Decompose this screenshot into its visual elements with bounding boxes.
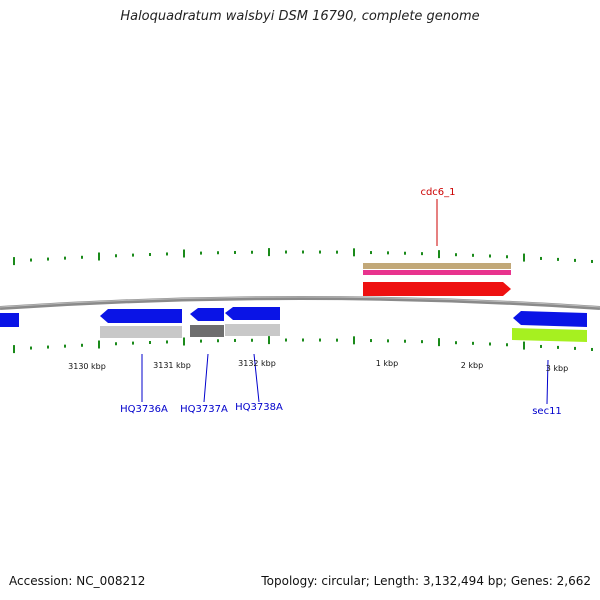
scale-label-3132kbp: 3132 kbp — [238, 359, 276, 368]
map-title: Haloquadratum walsbyi DSM 16790, complet… — [120, 9, 480, 24]
feature-sec11-cds[interactable] — [513, 311, 587, 327]
accession-text: Accession: NC_008212 — [9, 574, 146, 588]
scale-label-3kbp: 3 kbp — [546, 364, 568, 373]
genome-backbone — [0, 296, 600, 310]
leader-hq3737a — [203, 353, 209, 403]
feature-hq3737a-cds[interactable] — [190, 308, 224, 321]
scale-label-3131kbp: 3131 kbp — [153, 361, 191, 370]
leader-hq3738a — [253, 353, 260, 403]
feature-hq3738a-cds[interactable] — [225, 307, 280, 320]
genome-backbone-highlight — [0, 296, 600, 308]
scale-label-1kbp: 1 kbp — [376, 359, 398, 368]
feature-hq3737a-gene — [190, 325, 224, 337]
gene-label-sec11[interactable]: sec11 — [532, 406, 562, 417]
gene-label-hq3737a[interactable]: HQ3737A — [180, 404, 228, 415]
feature-cds-left-edge[interactable] — [0, 313, 19, 327]
feature-hq3736a-gene — [100, 326, 182, 338]
feature-tan-track — [363, 263, 511, 269]
scale-ticks — [13, 248, 593, 354]
feature-cdc6-gene[interactable] — [363, 282, 511, 296]
gene-label-hq3736a[interactable]: HQ3736A — [120, 404, 168, 415]
feature-hq3738a-gene — [225, 324, 280, 336]
gene-label-cdc6[interactable]: cdc6_1 — [420, 187, 455, 198]
leader-sec11 — [546, 359, 549, 405]
feature-pink-track — [363, 270, 511, 275]
feature-sec11-gene — [512, 328, 587, 342]
feature-hq3736a-cds[interactable] — [100, 309, 182, 323]
gene-label-hq3738a[interactable]: HQ3738A — [235, 402, 283, 413]
scale-label-3130kbp: 3130 kbp — [68, 362, 106, 371]
scale-label-2kbp: 2 kbp — [461, 361, 483, 370]
genome-summary: Topology: circular; Length: 3,132,494 bp… — [261, 574, 591, 588]
